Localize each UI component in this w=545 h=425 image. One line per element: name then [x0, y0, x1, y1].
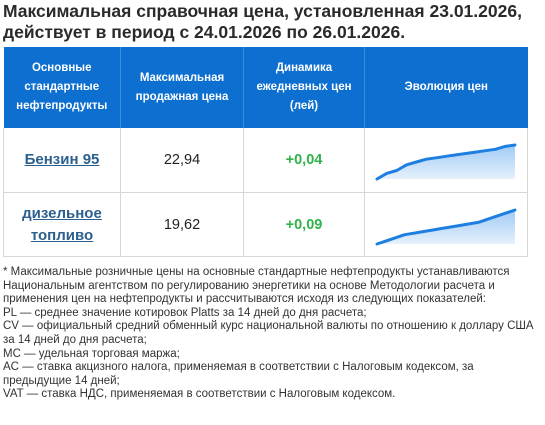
price-cell: 22,94 [120, 128, 244, 193]
product-link-diesel[interactable]: дизельное топливо [22, 204, 102, 244]
sparkline-line [375, 208, 517, 245]
table-row: Бензин 95 22,94 +0,04 [3, 128, 528, 193]
price-value: 19,62 [163, 216, 201, 233]
footnote-ac: AC — ставка акцизного налога, применяема… [3, 361, 474, 387]
footnote-pl: PL — среднее значение котировок Platts з… [3, 306, 367, 319]
product-link-gasoline-95[interactable]: Бензин 95 [24, 151, 100, 168]
change-cell: +0,04 [243, 128, 365, 193]
table-header-row: Основные стандартные нефтепродукты Макси… [3, 47, 528, 128]
price-value: 22,94 [163, 152, 201, 168]
sparkline-line [375, 143, 517, 181]
sparkline-chart-diesel [375, 208, 517, 245]
header-price-evolution: Эволюция цен [364, 47, 528, 128]
evolution-cell [364, 128, 528, 193]
change-cell: +0,09 [243, 192, 365, 257]
price-change: +0,09 [285, 216, 323, 233]
price-change: +0,04 [285, 152, 323, 168]
footnote: * Максимальные розничные цены на основны… [3, 266, 538, 402]
footnote-cv: CV — официальный средний обменный курс н… [3, 320, 534, 346]
sparkline-area [377, 145, 515, 179]
sparkline-chart-gasoline [375, 143, 517, 181]
header-products: Основные стандартные нефтепродукты [3, 47, 121, 128]
price-cell: 19,62 [120, 192, 244, 257]
sparkline-area [377, 209, 515, 244]
footnote-mc: MC — удельная торговая маржа; [3, 347, 180, 360]
evolution-cell [364, 192, 528, 257]
fuel-price-table: Основные стандартные нефтепродукты Макси… [3, 47, 528, 257]
header-max-price: Максимальная продажная цена [120, 47, 244, 128]
footnote-vat: VAT — ставка НДС, применяемая в соответс… [3, 388, 396, 401]
page-title: Максимальная справочная цена, установлен… [3, 1, 522, 42]
footnote-intro: * Максимальные розничные цены на основны… [3, 266, 510, 306]
product-cell: дизельное топливо [3, 192, 121, 257]
header-daily-dynamics: Динамика ежедневных цен (лей) [243, 47, 365, 128]
product-cell: Бензин 95 [3, 128, 121, 193]
table-row: дизельное топливо 19,62 +0,09 [3, 192, 528, 257]
